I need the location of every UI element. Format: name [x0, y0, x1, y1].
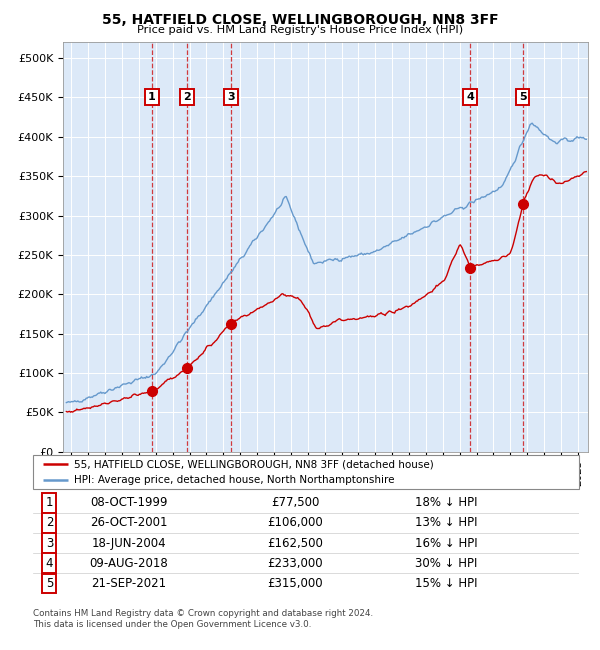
Text: £106,000: £106,000	[267, 516, 323, 529]
Text: 15% ↓ HPI: 15% ↓ HPI	[415, 577, 478, 590]
Text: 21-SEP-2021: 21-SEP-2021	[91, 577, 166, 590]
Text: 26-OCT-2001: 26-OCT-2001	[90, 516, 167, 529]
Text: HPI: Average price, detached house, North Northamptonshire: HPI: Average price, detached house, Nort…	[74, 475, 394, 486]
FancyBboxPatch shape	[33, 455, 579, 489]
Text: 30% ↓ HPI: 30% ↓ HPI	[415, 556, 478, 569]
Text: 09-AUG-2018: 09-AUG-2018	[89, 556, 168, 569]
Text: £77,500: £77,500	[271, 497, 319, 510]
Text: 55, HATFIELD CLOSE, WELLINGBOROUGH, NN8 3FF: 55, HATFIELD CLOSE, WELLINGBOROUGH, NN8 …	[101, 13, 499, 27]
Text: 4: 4	[46, 556, 53, 569]
Text: Price paid vs. HM Land Registry's House Price Index (HPI): Price paid vs. HM Land Registry's House …	[137, 25, 463, 34]
Text: 3: 3	[46, 537, 53, 550]
Text: £233,000: £233,000	[267, 556, 323, 569]
Text: 5: 5	[46, 577, 53, 590]
Text: 2: 2	[46, 516, 53, 529]
Text: This data is licensed under the Open Government Licence v3.0.: This data is licensed under the Open Gov…	[33, 620, 311, 629]
Text: 18% ↓ HPI: 18% ↓ HPI	[415, 497, 478, 510]
Text: 16% ↓ HPI: 16% ↓ HPI	[415, 537, 478, 550]
Text: £162,500: £162,500	[267, 537, 323, 550]
Text: 55, HATFIELD CLOSE, WELLINGBOROUGH, NN8 3FF (detached house): 55, HATFIELD CLOSE, WELLINGBOROUGH, NN8 …	[74, 459, 434, 469]
Text: 13% ↓ HPI: 13% ↓ HPI	[415, 516, 478, 529]
Text: 1: 1	[148, 92, 156, 102]
Text: £315,000: £315,000	[267, 577, 323, 590]
Text: 5: 5	[518, 92, 526, 102]
Text: 4: 4	[466, 92, 474, 102]
Text: 18-JUN-2004: 18-JUN-2004	[91, 537, 166, 550]
Text: 08-OCT-1999: 08-OCT-1999	[90, 497, 167, 510]
Text: 1: 1	[46, 497, 53, 510]
Text: 2: 2	[182, 92, 190, 102]
Text: Contains HM Land Registry data © Crown copyright and database right 2024.: Contains HM Land Registry data © Crown c…	[33, 609, 373, 618]
Text: 3: 3	[227, 92, 235, 102]
